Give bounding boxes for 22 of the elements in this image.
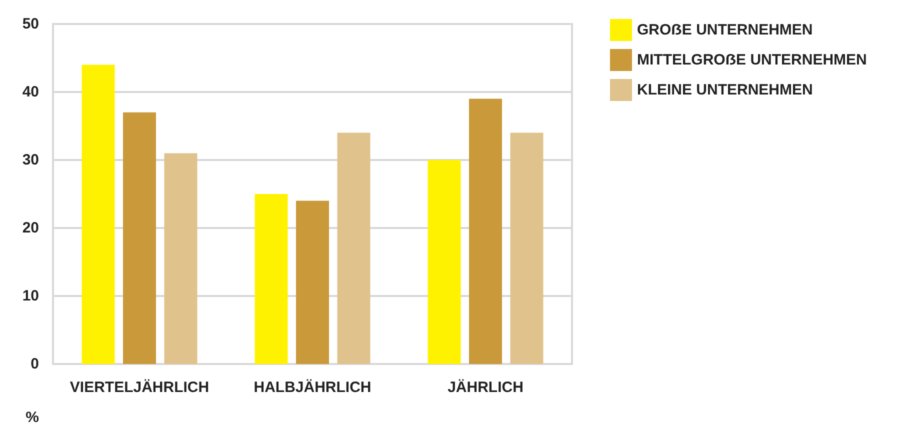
bar — [337, 132, 370, 364]
y-tick-label: 20 — [22, 220, 39, 236]
y-tick-label: 50 — [22, 16, 39, 32]
legend-label: KLEINE UNTERNEHMEN — [637, 82, 813, 98]
legend-label: MITTELGROẞE UNTERNEHMEN — [637, 52, 867, 68]
y-tick-label: 10 — [22, 288, 39, 304]
bar — [296, 200, 329, 364]
x-tick-label: JÄHRLICH — [448, 379, 524, 396]
x-tick-label: VIERTELJÄHRLICH — [70, 379, 210, 396]
x-tick-label: HALBJÄHRLICH — [254, 379, 372, 396]
y-tick-label: 0 — [30, 356, 39, 372]
y-tick-label: 30 — [22, 152, 39, 168]
bar — [164, 153, 198, 364]
bar — [510, 132, 544, 364]
bar — [82, 64, 115, 364]
bar — [428, 160, 461, 364]
legend-label: GROẞE UNTERNEHMEN — [637, 22, 813, 38]
bar — [123, 112, 156, 364]
y-axis-title: % — [26, 409, 39, 426]
bar — [254, 194, 288, 364]
y-tick-label: 40 — [22, 84, 39, 100]
bar — [469, 98, 502, 364]
